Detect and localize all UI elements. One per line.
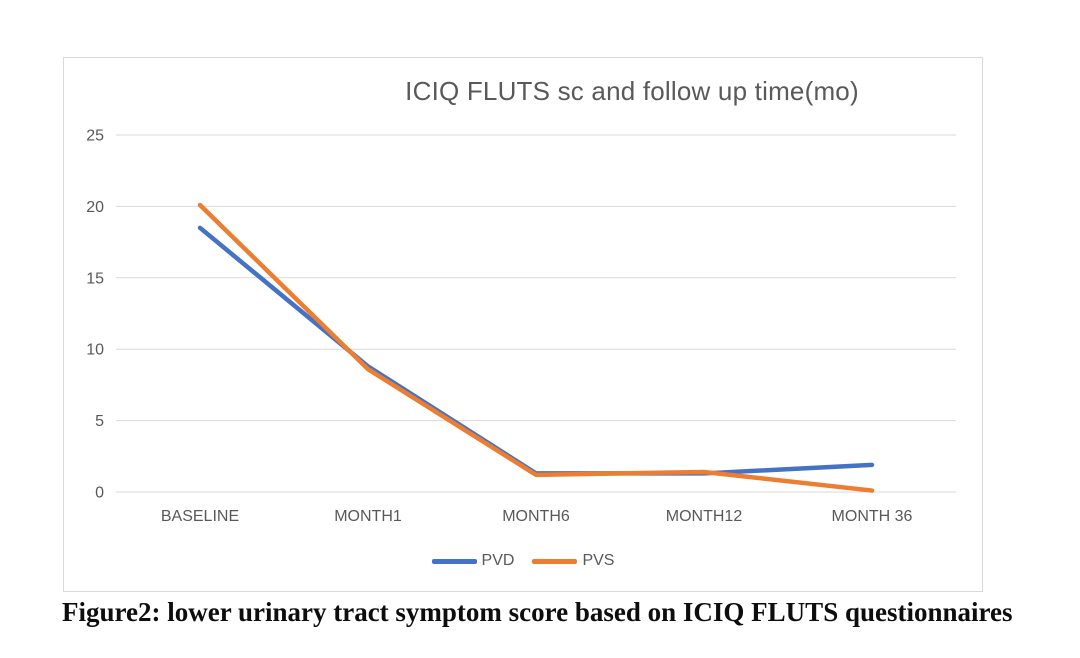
x-axis-category-label: MONTH 36 <box>832 508 913 525</box>
chart-box: 0 5 10 15 20 25 BASELINE MONTH1 MONTH6 MONTH12 MON… <box>63 57 983 592</box>
legend-label-pvd: PVD <box>481 552 515 569</box>
series-line-pvd <box>197 225 875 476</box>
y-axis-tick-label: 10 <box>86 342 104 359</box>
y-axis-tick-label: 0 <box>95 485 104 502</box>
series-line-pvs <box>197 202 875 493</box>
legend-label-pvs: PVS <box>582 552 615 569</box>
legend-swatch-pvd <box>431 558 477 564</box>
y-axis-tick-label: 15 <box>86 270 104 287</box>
y-axis-tick-label: 25 <box>86 128 104 145</box>
figure-caption: Figure2: lower urinary tract symptom sco… <box>62 597 1013 627</box>
legend: PVD PVS <box>64 552 982 570</box>
x-axis-category-label: BASELINE <box>161 508 239 525</box>
legend-item-pvs: PVS <box>532 552 614 570</box>
y-axis-tick-label: 20 <box>86 199 104 216</box>
plot-area: 0 5 10 15 20 25 BASELINE MONTH1 MONTH6 MONTH12 MON… <box>86 128 956 525</box>
legend-swatch-pvs <box>532 558 578 564</box>
chart-title: ICIQ FLUTS sc and follow up time(mo) <box>405 76 859 106</box>
x-axis-category-label: MONTH6 <box>502 508 570 525</box>
y-axis-tick-label: 5 <box>95 413 104 430</box>
x-axis-category-label: MONTH12 <box>666 508 743 525</box>
x-axis-category-label: MONTH1 <box>334 508 402 525</box>
legend-item-pvd: PVD <box>431 552 515 570</box>
